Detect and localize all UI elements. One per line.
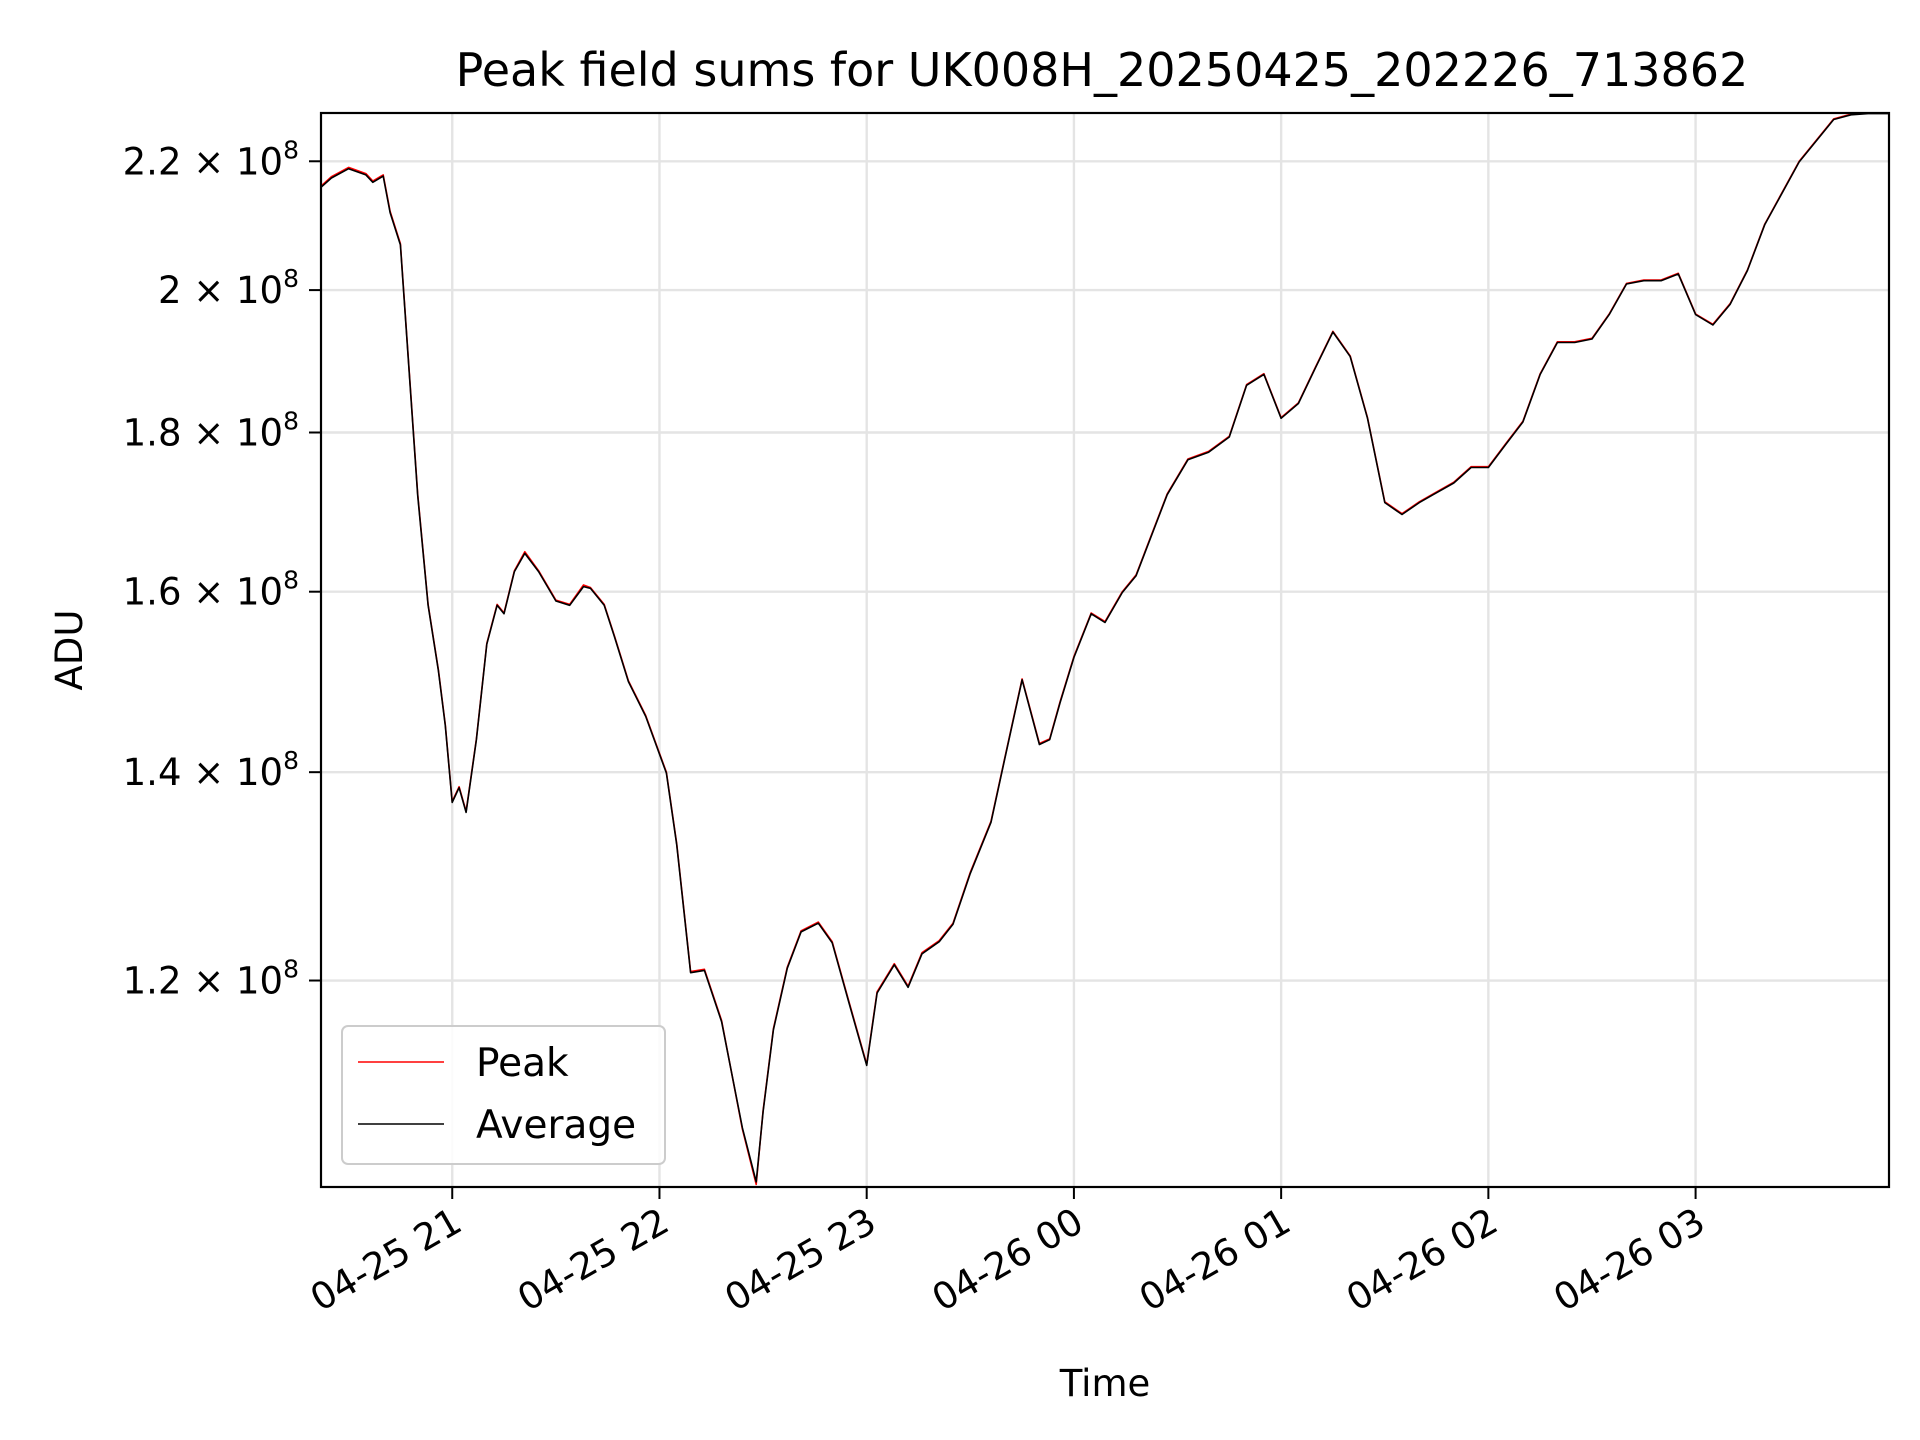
y-axis: 1.2 × 108 1.4 × 108 1.6 × 108 1.8 × 108 2 × … — [123, 135, 321, 1003]
x-axis-title: Time — [1059, 1362, 1151, 1405]
chart-title: Peak field sums for UK008H_20250425_2022… — [456, 43, 1749, 97]
y-tick-label: 1.4 × 108 — [123, 746, 299, 794]
y-tick-label: 1.6 × 108 — [123, 566, 299, 614]
legend-label-average: Average — [476, 1103, 636, 1148]
series-layer — [321, 113, 1889, 1186]
plot-frame — [319, 111, 1891, 1189]
legend-box — [341, 1025, 666, 1165]
series-line-average — [321, 113, 1889, 1183]
y-tick-label: 1.8 × 108 — [123, 407, 299, 455]
legend-label-peak: Peak — [476, 1041, 569, 1086]
legend: Peak Average — [341, 1025, 666, 1165]
gridlines — [321, 113, 1889, 1187]
y-tick-label: 2.2 × 108 — [123, 135, 299, 183]
y-tick-label: 2 × 108 — [158, 264, 299, 312]
y-axis-title: ADU — [48, 610, 91, 691]
y-tick-label: 1.2 × 108 — [123, 955, 299, 1003]
